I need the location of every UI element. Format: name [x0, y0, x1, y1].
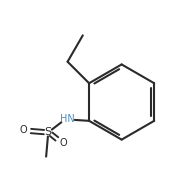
Text: O: O — [20, 125, 27, 135]
Text: O: O — [60, 138, 68, 148]
Text: HN: HN — [60, 114, 75, 124]
Text: S: S — [44, 127, 52, 137]
